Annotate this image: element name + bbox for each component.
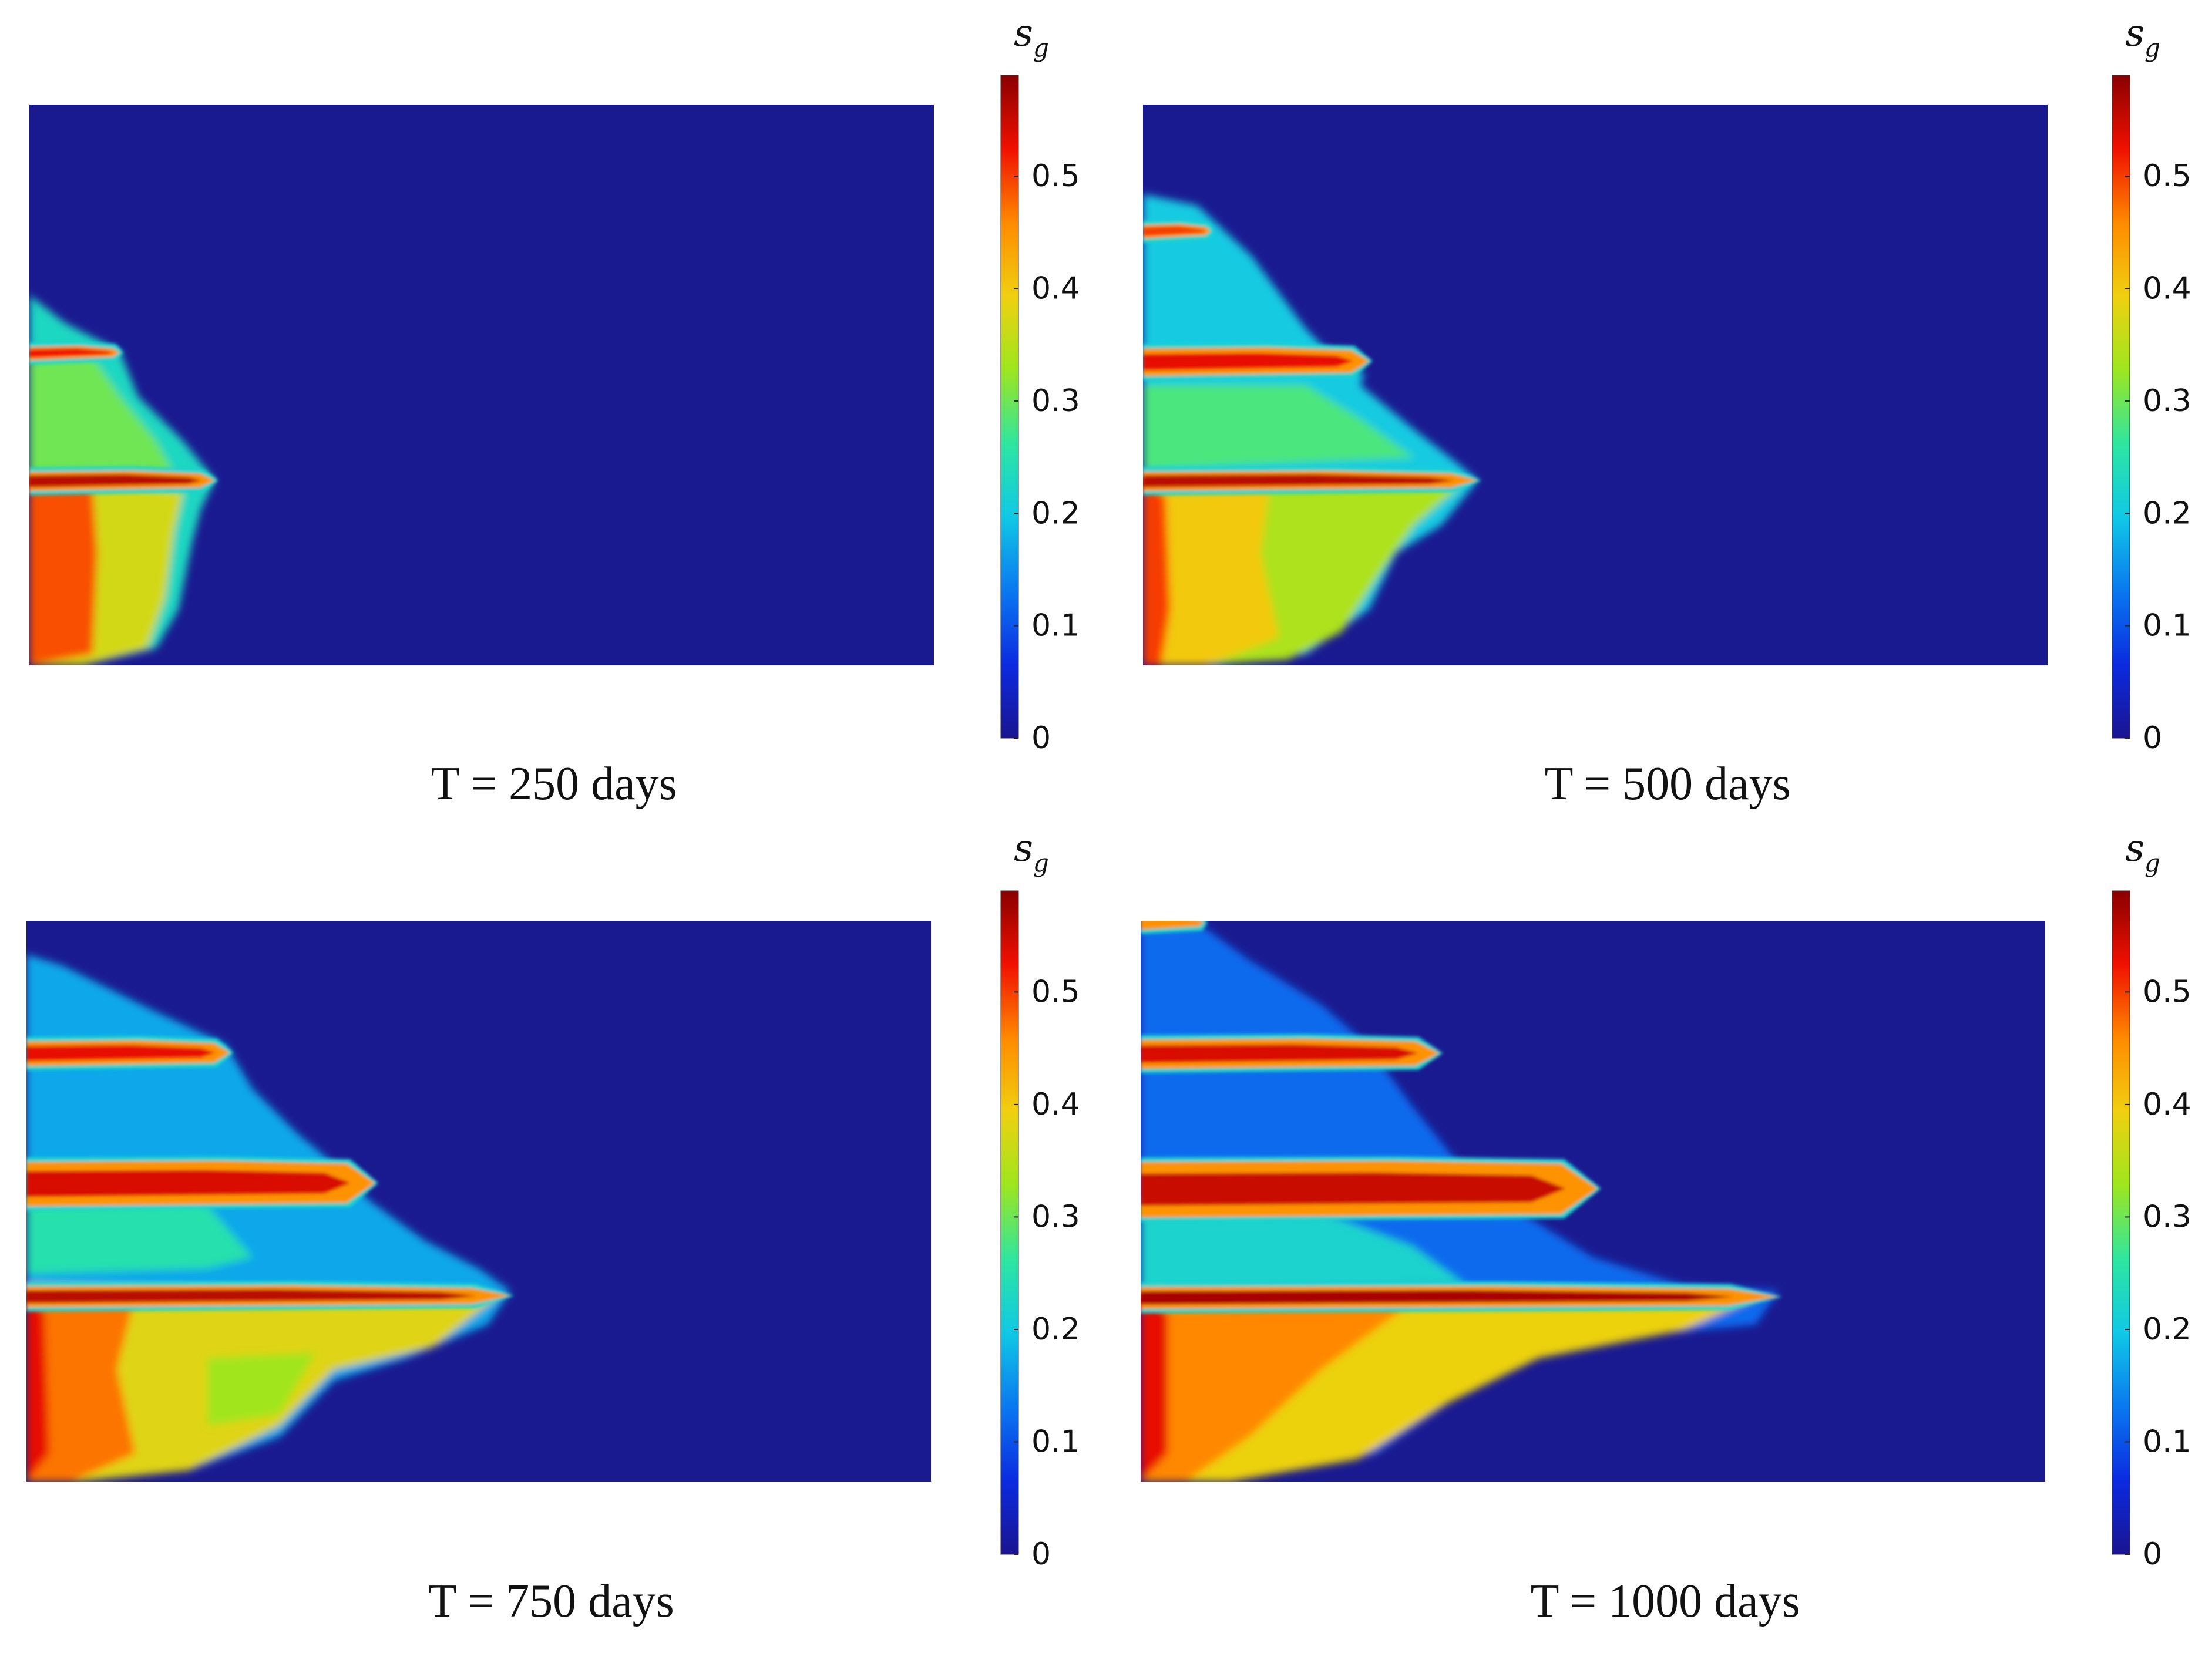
colorbar-title: sg: [1014, 12, 1049, 62]
saturation-region: [29, 351, 174, 475]
panel-1: 0 0.1 0.2 0.3 0.4 0.5 sg T = 250 days: [29, 12, 1080, 810]
colorbar-tick-label: 0.1: [1031, 1424, 1080, 1459]
colorbar-tick-label: 0.3: [1031, 383, 1080, 419]
panel-caption: T = 1000 days: [1531, 1575, 1800, 1627]
colorbar: [2112, 890, 2130, 1555]
panel-3: 0 0.1 0.2 0.3 0.4 0.5 sg T = 750 days: [26, 827, 1080, 1627]
panel-caption: T = 750 days: [428, 1575, 674, 1627]
plume-core: [1141, 921, 1200, 928]
plume-core: [1143, 226, 1206, 236]
colorbar-tick-label: 0: [1031, 1537, 1051, 1572]
plume-core: [26, 1170, 351, 1197]
panel-2: 0 0.1 0.2 0.3 0.4 0.5 sg T = 500 days: [1143, 12, 2191, 810]
plume-core: [26, 1289, 477, 1304]
colorbar: [1000, 890, 1019, 1555]
colorbar-tick-label: 0.5: [2143, 974, 2191, 1009]
saturation-region: [26, 1285, 135, 1482]
saturation-region: [1143, 474, 1171, 665]
saturation-region: [1143, 474, 1279, 665]
colorbar-tick-label: 0.5: [1031, 974, 1080, 1009]
colorbar-tick-label: 0.1: [1031, 608, 1080, 644]
colorbar-tick-label: 0.4: [1031, 271, 1080, 307]
colorbar-tick-label: 0.1: [2143, 608, 2191, 644]
colorbar-tick-label: 0.4: [2143, 271, 2191, 307]
heatmap-field: [26, 954, 515, 1482]
panel-caption: T = 500 days: [1545, 758, 1791, 810]
colorbar-tick-label: 0.4: [2143, 1087, 2191, 1122]
saturation-region: [1143, 385, 1414, 469]
saturation-region: [26, 1285, 49, 1482]
plume-core: [1141, 1172, 1566, 1206]
colorbar-tick-label: 0.5: [1031, 159, 1080, 194]
colorbar-tick-label: 0.3: [2143, 383, 2191, 419]
saturation-region: [207, 1352, 316, 1426]
saturation-region: [1141, 1291, 1412, 1482]
colorbar-tick-label: 0.2: [1031, 496, 1080, 531]
colorbar-title: sg: [2125, 12, 2160, 62]
colorbar-tick-label: 0.4: [1031, 1087, 1080, 1122]
plume-core: [1143, 474, 1454, 487]
colorbar-title: sg: [1014, 827, 1049, 877]
plume-core: [29, 474, 202, 487]
colorbar-tick-label: 0.3: [2143, 1199, 2191, 1234]
panel-caption: T = 250 days: [431, 758, 677, 810]
colorbar-tick-label: 0.2: [1031, 1312, 1080, 1347]
colorbar-tick-label: 0: [2143, 1537, 2162, 1572]
plume-core: [26, 1045, 216, 1061]
saturation-region: [1141, 1291, 1168, 1482]
plume-core: [1141, 1044, 1418, 1063]
plume-core: [1141, 1290, 1734, 1305]
heatmap-field: [1143, 194, 1481, 665]
colorbar-title: sg: [2125, 827, 2160, 877]
saturation-region: [29, 474, 98, 665]
saturation-region: [1141, 1201, 1467, 1291]
plume-core: [29, 348, 114, 358]
colorbar-tick-label: 0.5: [2143, 159, 2191, 194]
colorbar-tick-label: 0.3: [1031, 1199, 1080, 1234]
colorbar-tick-label: 0.2: [2143, 1312, 2191, 1347]
panel-4: 0 0.1 0.2 0.3 0.4 0.5 sg T = 1000 days: [1141, 827, 2191, 1627]
colorbar-tick-label: 0: [2143, 721, 2162, 756]
plume-core: [1143, 353, 1354, 371]
colorbar: [2112, 75, 2130, 739]
heatmap-field: [29, 295, 218, 665]
colorbar: [1000, 75, 1019, 739]
heatmap-field: [1141, 921, 1782, 1482]
colorbar-tick-label: 0: [1031, 721, 1051, 756]
colorbar-tick-label: 0.1: [2143, 1424, 2191, 1459]
colorbar-tick-label: 0.2: [2143, 496, 2191, 531]
